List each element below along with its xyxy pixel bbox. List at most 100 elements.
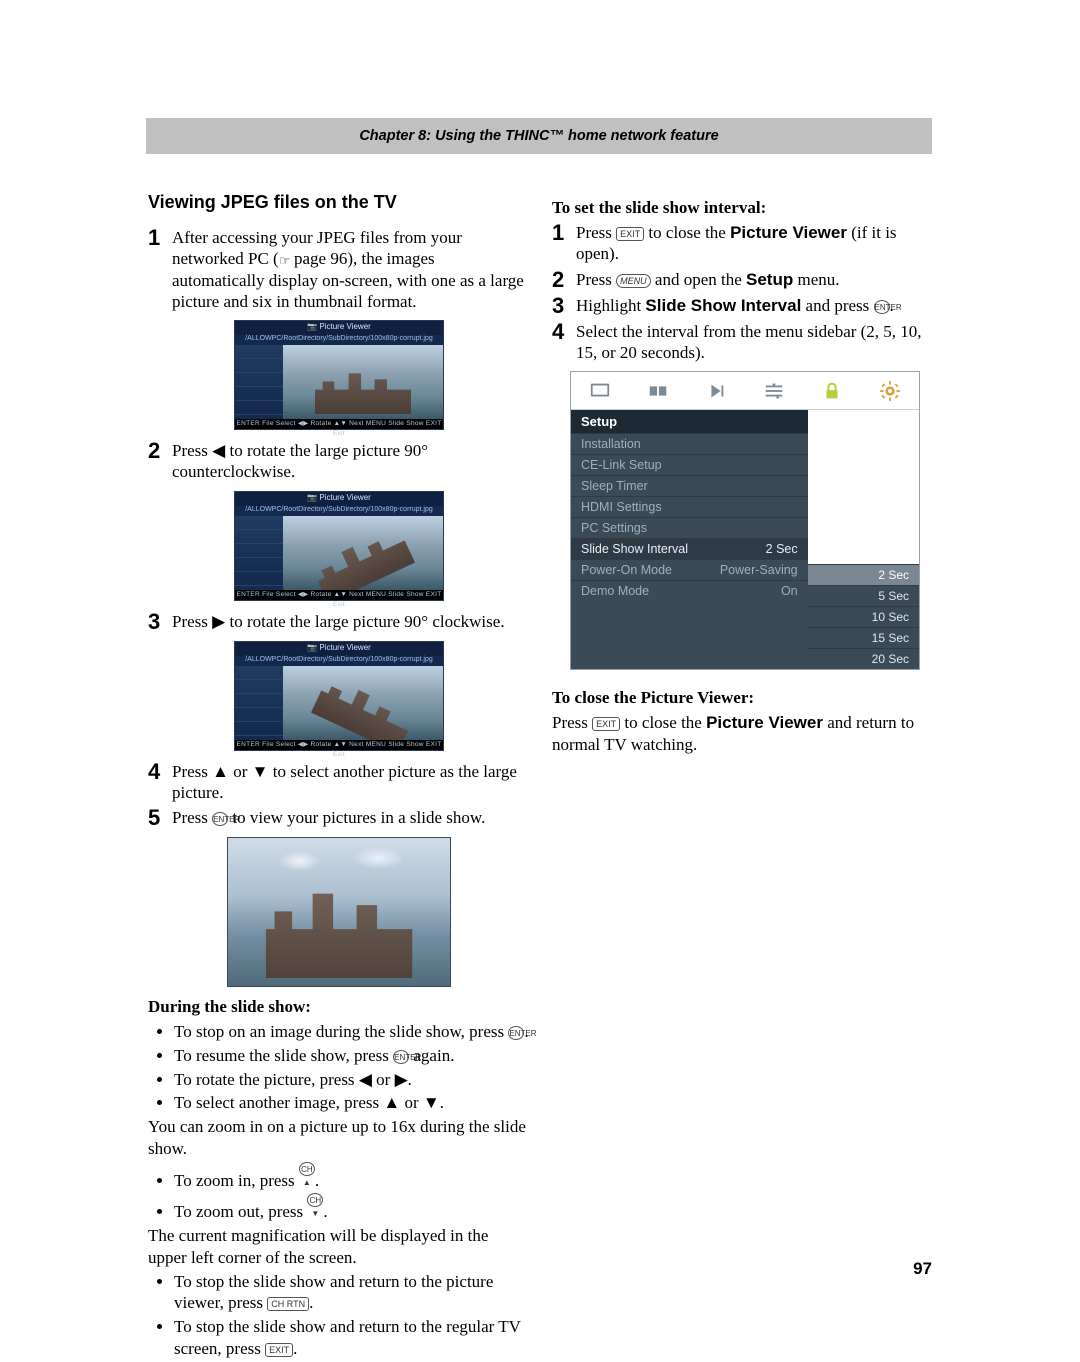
enter-key-icon: ENTER — [508, 1026, 524, 1040]
rstep-1: 1 Press EXIT to close the Picture Viewer… — [552, 222, 934, 265]
left-column: Viewing JPEG files on the TV 1 After acc… — [148, 192, 530, 1362]
rstep-3: 3 Highlight Slide Show Interval and pres… — [552, 295, 934, 317]
text: To rotate the picture, press — [174, 1070, 359, 1089]
mag-line: The current magnification will be displa… — [148, 1225, 530, 1269]
ui-name: Picture Viewer — [706, 713, 823, 732]
text: . — [524, 1022, 528, 1041]
during-bullets: To stop on an image during the slide sho… — [148, 1021, 530, 1114]
text: and open the — [651, 270, 746, 289]
setup-option: 20 Sec — [808, 648, 919, 669]
picture-icon — [580, 378, 620, 404]
slideshow-photo — [227, 837, 451, 987]
step-body: Press MENU and open the Setup menu. — [576, 269, 934, 291]
viewer-path: /ALLOWPC/RootDirectory/SubDirectory/100x… — [235, 335, 443, 345]
text: To stop the slide show and return to the… — [174, 1317, 521, 1358]
picture-viewer-screenshot: 📷 Picture Viewer /ALLOWPC/RootDirectory/… — [234, 491, 444, 601]
text: To zoom in, press — [174, 1171, 299, 1190]
step-4: 4 Press ▲ or ▼ to select another picture… — [148, 761, 530, 804]
enter-key-icon: ENTER — [874, 300, 890, 314]
thumb-1: 📷 Picture Viewer /ALLOWPC/RootDirectory/… — [148, 320, 530, 430]
chapter-bar: Chapter 8: Using the THINC™ home network… — [146, 118, 932, 154]
step-num: 4 — [552, 321, 576, 364]
text: and press — [801, 296, 873, 315]
viewer-titlebar: 📷 Picture Viewer — [235, 492, 443, 506]
play-icon — [696, 378, 736, 404]
row-label: PC Settings — [581, 521, 647, 535]
list-item: To zoom out, press CH ▼. — [174, 1193, 530, 1223]
row-label: Slide Show Interval — [581, 542, 688, 556]
setup-option: 5 Sec — [808, 585, 919, 606]
down-arrow-icon: ▼ — [423, 1093, 440, 1112]
step-3: 3 Press ▶ to rotate the large picture 90… — [148, 611, 530, 633]
text: Press — [552, 713, 592, 732]
step-5: 5 Press ENTER to view your pictures in a… — [148, 807, 530, 829]
text: Highlight — [576, 296, 645, 315]
close-head: To close the Picture Viewer: — [552, 688, 934, 708]
text: menu. — [793, 270, 839, 289]
list-item: To rotate the picture, press ◀ or ▶. — [174, 1069, 530, 1091]
setup-row-selected: Slide Show Interval2 Sec — [571, 538, 808, 559]
viewer-title: Picture Viewer — [319, 322, 370, 331]
row-label: Demo Mode — [581, 584, 649, 598]
thumb-3: 📷 Picture Viewer /ALLOWPC/RootDirectory/… — [148, 641, 530, 751]
zoom-line: You can zoom in on a picture up to 16x d… — [148, 1116, 530, 1160]
text: to close the — [644, 223, 730, 242]
picture-viewer-screenshot: 📷 Picture Viewer /ALLOWPC/RootDirectory/… — [234, 641, 444, 751]
list-item: To stop the slide show and return to the… — [174, 1316, 530, 1360]
exit-key-icon: EXIT — [592, 717, 620, 731]
text: or — [229, 762, 252, 781]
lock-icon — [812, 378, 852, 404]
list-item: To resume the slide show, press ENTER ag… — [174, 1045, 530, 1067]
row-label: Sleep Timer — [581, 479, 648, 493]
text: . — [293, 1339, 297, 1358]
during-head: During the slide show: — [148, 997, 530, 1017]
row-label: Installation — [581, 437, 641, 451]
text: to view your pictures in a slide show. — [228, 808, 485, 827]
step-num: 3 — [148, 611, 172, 633]
row-label: CE-Link Setup — [581, 458, 662, 472]
text: to rotate the large picture 90° clockwis… — [225, 612, 504, 631]
step-2: 2 Press ◀ to rotate the large picture 90… — [148, 440, 530, 483]
step-num: 2 — [148, 440, 172, 483]
step-num: 3 — [552, 295, 576, 317]
step-body: Press ▶ to rotate the large picture 90° … — [172, 611, 530, 633]
menu-key-icon: MENU — [616, 274, 651, 288]
chdn-key-icon: CH ▼ — [307, 1193, 323, 1207]
list-item: To stop on an image during the slide sho… — [174, 1021, 530, 1043]
chup-key-icon: CH ▲ — [299, 1162, 315, 1176]
step-num: 1 — [552, 222, 576, 265]
text: . — [440, 1093, 444, 1112]
text: or — [400, 1093, 423, 1112]
setup-option-selected: 2 Sec — [808, 564, 919, 585]
setup-iconrow — [571, 372, 919, 410]
ui-name: Slide Show Interval — [645, 296, 801, 315]
viewer-path: /ALLOWPC/RootDirectory/SubDirectory/100x… — [235, 506, 443, 516]
text: Press — [576, 270, 616, 289]
section-title: Viewing JPEG files on the TV — [148, 192, 530, 213]
list-item: To stop the slide show and return to the… — [174, 1271, 530, 1315]
viewer-footer: ENTER File Select ◀▶ Rotate ▲▼ Next MENU… — [235, 419, 443, 429]
step-body: Press ◀ to rotate the large picture 90° … — [172, 440, 530, 483]
close-body: Press EXIT to close the Picture Viewer a… — [552, 712, 934, 756]
stop-bullets: To stop the slide show and return to the… — [148, 1271, 530, 1360]
setup-menu-screenshot: Setup Installation CE-Link Setup Sleep T… — [570, 371, 920, 670]
sliders-icon — [754, 378, 794, 404]
list-item: To zoom in, press CH ▲. — [174, 1162, 530, 1192]
step-num: 4 — [148, 761, 172, 804]
text: To stop the slide show and return to the… — [174, 1272, 493, 1313]
setup-rightcol: 2 Sec 5 Sec 10 Sec 15 Sec 20 Sec — [808, 410, 919, 669]
row-label: Power-On Mode — [581, 563, 672, 577]
viewer-sidebar — [235, 345, 283, 419]
viewer-titlebar: 📷 Picture Viewer — [235, 321, 443, 335]
enter-key-icon: ENTER — [212, 812, 228, 826]
text: Press — [172, 808, 212, 827]
text: To stop on an image during the slide sho… — [174, 1022, 508, 1041]
text: To select another image, press — [174, 1093, 383, 1112]
zoom-bullets: To zoom in, press CH ▲. To zoom out, pre… — [148, 1162, 530, 1224]
setup-row: CE-Link Setup — [571, 454, 808, 475]
text: . — [309, 1293, 313, 1312]
viewer-path: /ALLOWPC/RootDirectory/SubDirectory/100x… — [235, 656, 443, 666]
setup-row: Demo ModeOn — [571, 580, 808, 601]
chapter-bar-text: Chapter 8: Using the THINC™ home network… — [359, 128, 718, 144]
step-body: Highlight Slide Show Interval and press … — [576, 295, 934, 317]
